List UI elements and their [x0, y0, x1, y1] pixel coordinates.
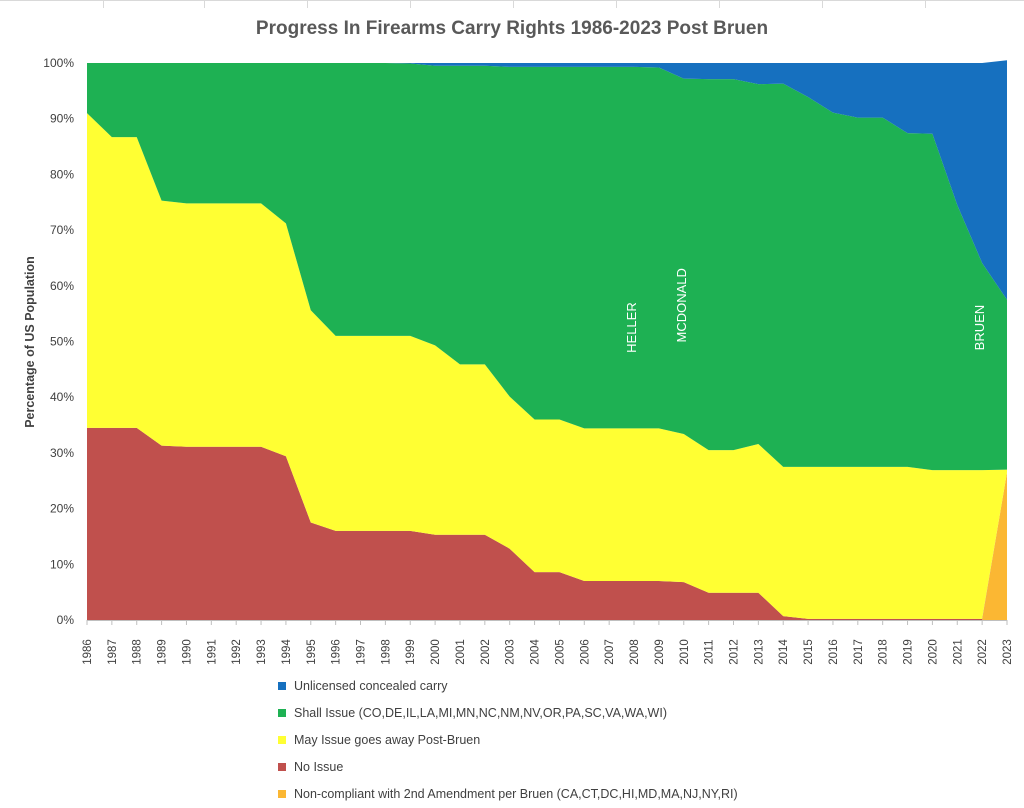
x-tick-label: 2006 — [579, 639, 591, 665]
x-tick-label: 2021 — [952, 639, 964, 665]
legend-item: May Issue goes away Post-Bruen — [278, 726, 738, 753]
legend-item: Unlicensed concealed carry — [278, 672, 738, 699]
x-tick-label: 2009 — [654, 639, 666, 665]
x-tick-label: 1997 — [356, 639, 368, 665]
x-axis: 1986 1987 1988 1989 1990 1991 1992 1993 1994 1995… — [82, 620, 1014, 665]
spreadsheet-grid-lines — [0, 0, 1024, 8]
y-tick-label: 40% — [50, 390, 74, 404]
legend-label: Non-compliant with 2nd Amendment per Bru… — [294, 786, 738, 801]
legend-label: No Issue — [294, 759, 344, 774]
legend-label: May Issue goes away Post-Bruen — [294, 732, 481, 747]
legend-swatch — [278, 735, 286, 744]
chart-legend: Unlicensed concealed carry Shall Issue (C… — [278, 672, 738, 807]
y-tick-label: 20% — [50, 502, 74, 516]
x-tick-label: 2012 — [728, 639, 740, 665]
x-tick-label: 2016 — [828, 639, 840, 665]
x-tick-label: 2004 — [530, 639, 542, 665]
x-tick-label: 2000 — [430, 639, 442, 665]
x-tick-label: 2017 — [853, 639, 865, 665]
x-tick-label: 1992 — [231, 639, 243, 665]
legend-item: No Issue — [278, 753, 738, 780]
area-series-4 — [87, 60, 1007, 300]
x-tick-label: 1998 — [380, 639, 392, 665]
x-tick-label: 2018 — [878, 639, 890, 665]
x-tick-label: 2001 — [455, 639, 467, 665]
y-tick-label: 100% — [43, 56, 74, 70]
x-tick-label: 1988 — [132, 639, 144, 665]
x-tick-label: 2020 — [927, 639, 939, 665]
area-series-2 — [87, 113, 1007, 619]
chart-title: Progress In Firearms Carry Rights 1986-2… — [255, 18, 769, 39]
stacked-area-chart: 0%10%20%30%40%50%60%70%80%90%100% 1986 19… — [23, 56, 1014, 665]
x-tick-label: 1990 — [181, 639, 193, 665]
y-tick-label: 60% — [50, 279, 74, 293]
y-tick-label: 0% — [57, 613, 75, 627]
x-tick-label: 2014 — [778, 639, 790, 665]
annotation-label: MCDONALD — [674, 268, 689, 342]
y-axis-label: Percentage of US Population — [23, 256, 37, 428]
x-tick-label: 1995 — [306, 639, 318, 665]
legend-swatch — [278, 708, 286, 717]
y-tick-label: 30% — [50, 446, 74, 460]
x-tick-label: 2013 — [753, 639, 765, 665]
x-tick-label: 2010 — [679, 639, 691, 665]
y-tick-label: 70% — [50, 223, 74, 237]
annotation-label: HELLER — [624, 302, 639, 353]
legend-label: Unlicensed concealed carry — [294, 678, 448, 693]
y-tick-label: 90% — [50, 112, 74, 126]
x-tick-label: 1994 — [281, 639, 293, 665]
area-series-3 — [87, 63, 1007, 471]
legend-swatch — [278, 762, 286, 771]
legend-swatch — [278, 789, 286, 798]
annotation-label: BRUEN — [972, 305, 987, 351]
area-series-group — [87, 60, 1007, 620]
legend-label: Shall Issue (CO,DE,IL,LA,MI,MN,NC,NM,NV,… — [294, 705, 667, 720]
x-tick-label: 1993 — [256, 639, 268, 665]
x-tick-label: 1987 — [107, 639, 119, 665]
legend-item: Non-compliant with 2nd Amendment per Bru… — [278, 780, 738, 807]
x-tick-label: 2011 — [704, 640, 716, 665]
y-tick-label: 80% — [50, 167, 74, 181]
x-tick-label: 1996 — [331, 639, 343, 665]
y-tick-label: 10% — [50, 557, 74, 571]
x-tick-label: 1991 — [206, 639, 218, 665]
x-tick-label: 2003 — [505, 639, 517, 665]
annotations: HELLER MCDONALD BRUEN — [624, 268, 987, 353]
area-series-1 — [87, 427, 1007, 620]
x-tick-label: 1989 — [157, 639, 169, 665]
x-tick-label: 2015 — [803, 639, 815, 665]
x-tick-label: 2005 — [554, 639, 566, 665]
legend-swatch — [278, 681, 286, 690]
x-tick-label: 2023 — [1002, 639, 1014, 665]
x-tick-label: 2019 — [903, 639, 915, 665]
x-tick-label: 1999 — [405, 639, 417, 665]
y-tick-label: 50% — [50, 335, 74, 349]
x-tick-label: 1986 — [82, 639, 94, 665]
x-tick-label: 2008 — [629, 639, 641, 665]
x-tick-label: 2022 — [977, 639, 989, 665]
x-tick-label: 2007 — [604, 639, 616, 665]
y-axis: 0% 10% 20% 30% 40% 50% 60% 70% 80% 90% 100% — [43, 56, 74, 627]
x-tick-label: 2002 — [480, 639, 492, 665]
legend-item: Shall Issue (CO,DE,IL,LA,MI,MN,NC,NM,NV,… — [278, 699, 738, 726]
